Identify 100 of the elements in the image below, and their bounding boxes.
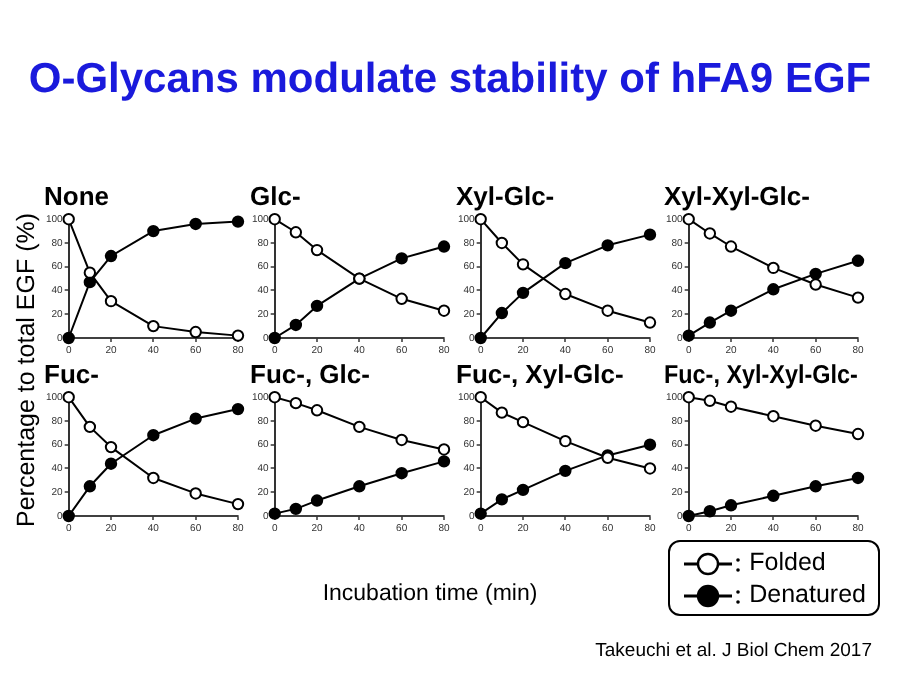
point bbox=[643, 438, 657, 451]
point bbox=[189, 325, 202, 339]
point bbox=[703, 227, 717, 240]
point bbox=[703, 394, 717, 407]
point bbox=[851, 254, 865, 267]
point bbox=[268, 213, 281, 226]
y-axis-title: Percentage to total EGF (%) bbox=[12, 212, 40, 528]
chart-title: Fuc-, Glc- bbox=[250, 358, 370, 389]
point bbox=[437, 443, 451, 456]
point bbox=[231, 402, 245, 416]
point bbox=[310, 243, 324, 257]
point bbox=[437, 304, 451, 317]
point bbox=[643, 316, 657, 329]
point bbox=[395, 467, 408, 480]
point bbox=[231, 329, 245, 342]
point bbox=[62, 509, 75, 523]
point bbox=[851, 471, 865, 485]
point bbox=[703, 505, 717, 518]
point bbox=[147, 471, 160, 485]
point bbox=[83, 480, 97, 493]
point bbox=[289, 318, 303, 332]
chart-title: Fuc-, Xyl-Glc- bbox=[456, 358, 624, 389]
point bbox=[395, 433, 408, 447]
point bbox=[516, 258, 530, 271]
point bbox=[516, 415, 530, 429]
x-axis-title: Incubation time (min) bbox=[322, 582, 538, 606]
point bbox=[104, 294, 118, 308]
point bbox=[724, 499, 738, 512]
point bbox=[767, 410, 780, 423]
point bbox=[601, 239, 614, 252]
point bbox=[682, 391, 695, 404]
point bbox=[809, 480, 822, 493]
point bbox=[559, 256, 572, 270]
chart-title: Fuc-, Xyl-Xyl-Glc- bbox=[664, 359, 858, 390]
point bbox=[62, 331, 75, 345]
point bbox=[559, 434, 572, 448]
chart-title: Xyl-Xyl-Glc- bbox=[664, 180, 810, 211]
point bbox=[147, 429, 160, 442]
point bbox=[682, 329, 695, 342]
chart-title: Glc- bbox=[250, 180, 301, 211]
point bbox=[310, 494, 324, 507]
point bbox=[395, 252, 408, 265]
point bbox=[559, 464, 572, 478]
text: O-Glycans modulate stability of hFA9 EGF bbox=[26, 56, 874, 104]
point bbox=[62, 213, 75, 226]
point bbox=[474, 331, 487, 345]
point bbox=[767, 489, 780, 502]
point bbox=[495, 306, 509, 320]
point bbox=[474, 507, 487, 520]
point bbox=[851, 427, 865, 441]
point bbox=[724, 240, 738, 253]
point bbox=[231, 215, 245, 228]
point bbox=[104, 440, 118, 454]
point bbox=[495, 236, 509, 250]
point bbox=[724, 400, 738, 413]
point bbox=[682, 509, 695, 523]
point bbox=[767, 283, 780, 296]
chart-title: Xyl-Glc- bbox=[456, 180, 555, 211]
point bbox=[767, 261, 780, 275]
point bbox=[474, 391, 487, 404]
text: Takeuchi et al. J Biol Chem 2017 bbox=[595, 640, 872, 662]
point bbox=[104, 249, 118, 263]
point bbox=[62, 391, 75, 404]
chart-title: Fuc- bbox=[44, 358, 99, 389]
point bbox=[104, 457, 118, 470]
point bbox=[231, 497, 245, 511]
point bbox=[809, 267, 822, 281]
point bbox=[189, 487, 202, 500]
point bbox=[516, 286, 530, 300]
point bbox=[559, 287, 572, 301]
point bbox=[147, 224, 160, 238]
point bbox=[83, 266, 97, 279]
point bbox=[724, 304, 738, 317]
point bbox=[268, 391, 281, 404]
point bbox=[809, 278, 822, 291]
point bbox=[474, 213, 487, 226]
point bbox=[495, 493, 509, 506]
point bbox=[268, 507, 281, 520]
chart-title: None bbox=[44, 180, 109, 211]
point bbox=[851, 291, 865, 304]
point bbox=[83, 420, 97, 434]
point bbox=[601, 304, 614, 317]
point bbox=[147, 319, 160, 333]
point bbox=[189, 217, 202, 231]
point bbox=[395, 292, 408, 305]
point bbox=[437, 455, 451, 468]
point bbox=[809, 419, 822, 432]
legend-label: Folded bbox=[747, 548, 826, 576]
point bbox=[437, 240, 451, 253]
point bbox=[682, 213, 695, 226]
point bbox=[310, 404, 324, 417]
point bbox=[189, 412, 202, 425]
legend-label: Denatured bbox=[747, 580, 866, 608]
point bbox=[703, 316, 717, 329]
point bbox=[289, 396, 303, 410]
point bbox=[268, 331, 281, 345]
point bbox=[289, 226, 303, 239]
point bbox=[310, 299, 324, 313]
point bbox=[643, 228, 657, 241]
point bbox=[289, 502, 303, 516]
